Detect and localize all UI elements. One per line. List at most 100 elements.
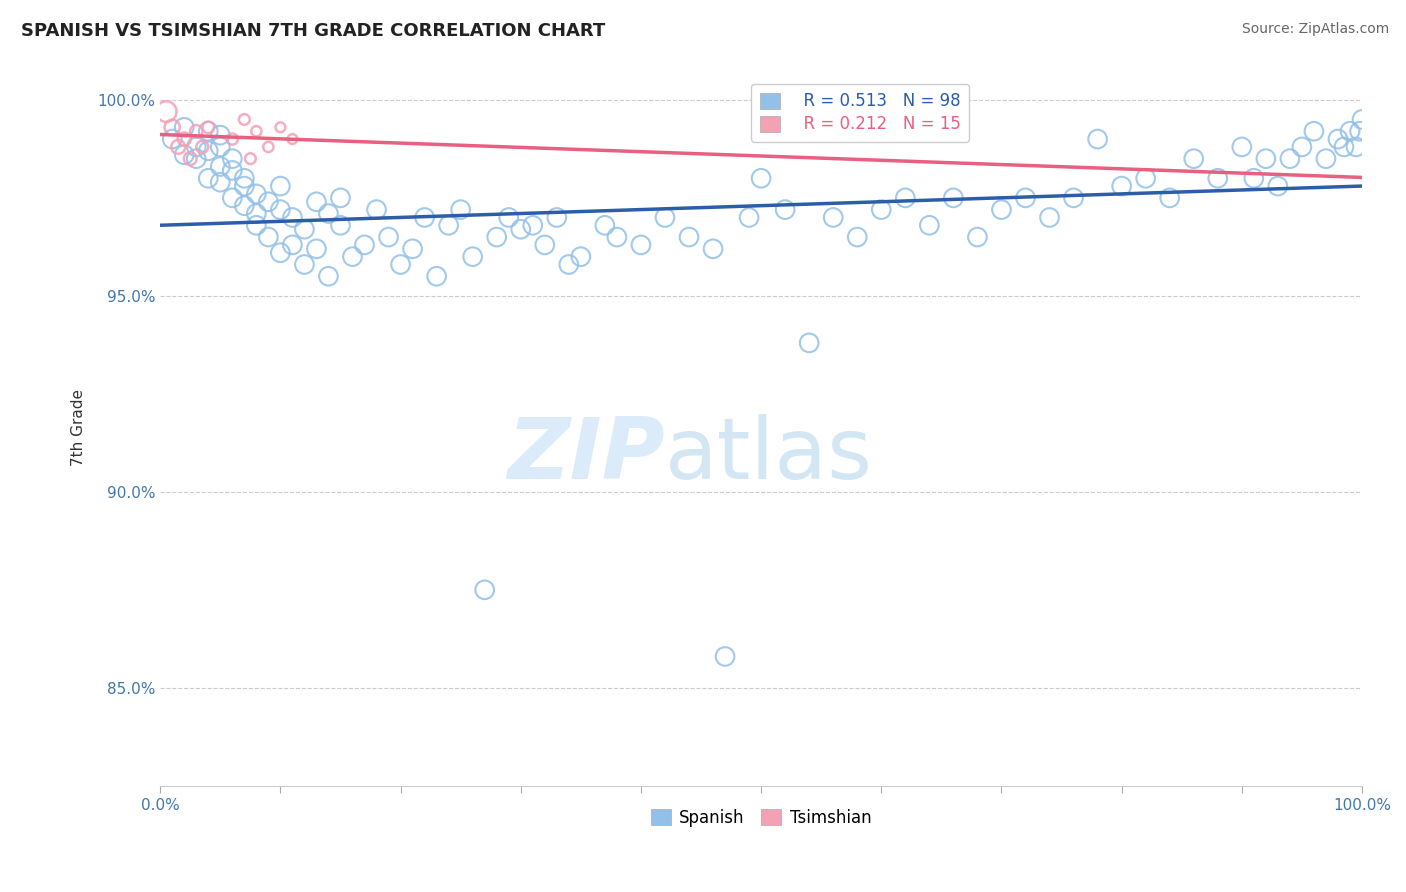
Point (366, 202, 388, 217)
Point (191, 140, 214, 154)
Point (294, 222, 316, 236)
Point (221, 191, 243, 205)
Point (1159, 191, 1181, 205)
Point (257, 194, 280, 209)
Point (630, 238, 652, 252)
Point (1182, 152, 1205, 166)
Point (474, 582, 496, 597)
Point (197, 171, 219, 186)
Point (401, 242, 423, 256)
Point (738, 211, 761, 225)
Point (342, 250, 364, 264)
Point (179, 152, 201, 166)
Point (846, 230, 869, 244)
Point (1348, 124, 1371, 138)
Point (1014, 191, 1036, 205)
Point (281, 238, 304, 252)
Point (173, 132, 195, 146)
Point (1291, 140, 1313, 154)
Point (186, 152, 208, 166)
Point (233, 179, 256, 194)
Point (1063, 191, 1085, 205)
Point (1344, 140, 1367, 154)
Point (269, 179, 291, 194)
Y-axis label: 7th Grade: 7th Grade (72, 389, 86, 466)
Point (870, 202, 893, 217)
Point (281, 211, 304, 225)
Text: atlas: atlas (665, 415, 873, 498)
Point (426, 269, 449, 284)
Point (413, 211, 436, 225)
Point (1206, 171, 1229, 186)
Point (654, 211, 676, 225)
Point (209, 175, 232, 189)
Point (1087, 132, 1109, 146)
Point (509, 222, 531, 236)
Point (245, 219, 267, 233)
Point (1339, 124, 1361, 138)
Point (209, 160, 232, 174)
Point (281, 132, 304, 146)
Point (1351, 112, 1374, 127)
Point (1315, 152, 1337, 166)
Point (1243, 171, 1265, 186)
Point (377, 230, 399, 244)
Point (498, 211, 520, 225)
Point (1267, 179, 1289, 194)
Point (823, 211, 845, 225)
Point (269, 245, 291, 260)
Point (714, 649, 737, 664)
Point (606, 230, 628, 244)
Point (305, 194, 328, 209)
Point (329, 191, 352, 205)
Point (1254, 152, 1277, 166)
Point (160, 120, 183, 135)
Point (245, 124, 267, 138)
Point (450, 202, 472, 217)
Point (558, 258, 581, 272)
Point (186, 140, 208, 154)
Point (1135, 171, 1157, 186)
Point (799, 335, 821, 350)
Point (533, 238, 555, 252)
Text: SPANISH VS TSIMSHIAN 7TH GRADE CORRELATION CHART: SPANISH VS TSIMSHIAN 7TH GRADE CORRELATI… (21, 22, 606, 40)
Point (173, 147, 195, 161)
Point (318, 269, 340, 284)
Point (1303, 124, 1326, 138)
Point (942, 191, 965, 205)
Point (461, 250, 484, 264)
Point (294, 258, 316, 272)
Point (197, 120, 219, 135)
Point (546, 211, 568, 225)
Point (269, 202, 291, 217)
Point (437, 219, 460, 233)
Point (353, 238, 375, 252)
Legend: Spanish, Tsimshian: Spanish, Tsimshian (643, 800, 880, 835)
Point (221, 163, 243, 178)
Point (209, 128, 232, 143)
Point (1111, 179, 1133, 194)
Point (773, 202, 796, 217)
Point (155, 104, 177, 119)
Point (918, 219, 941, 233)
Point (749, 171, 772, 186)
Point (239, 152, 262, 166)
Point (305, 242, 328, 256)
Text: ZIP: ZIP (508, 415, 665, 498)
Point (1333, 140, 1355, 154)
Point (221, 132, 243, 146)
Point (966, 230, 988, 244)
Point (329, 219, 352, 233)
Point (245, 206, 267, 220)
Point (257, 140, 280, 154)
Point (1327, 132, 1350, 146)
Point (245, 186, 267, 201)
Point (197, 124, 219, 138)
Point (269, 120, 291, 135)
Point (389, 258, 412, 272)
Point (1038, 211, 1060, 225)
Point (197, 144, 219, 158)
Point (257, 230, 280, 244)
Point (318, 206, 340, 220)
Point (678, 230, 700, 244)
